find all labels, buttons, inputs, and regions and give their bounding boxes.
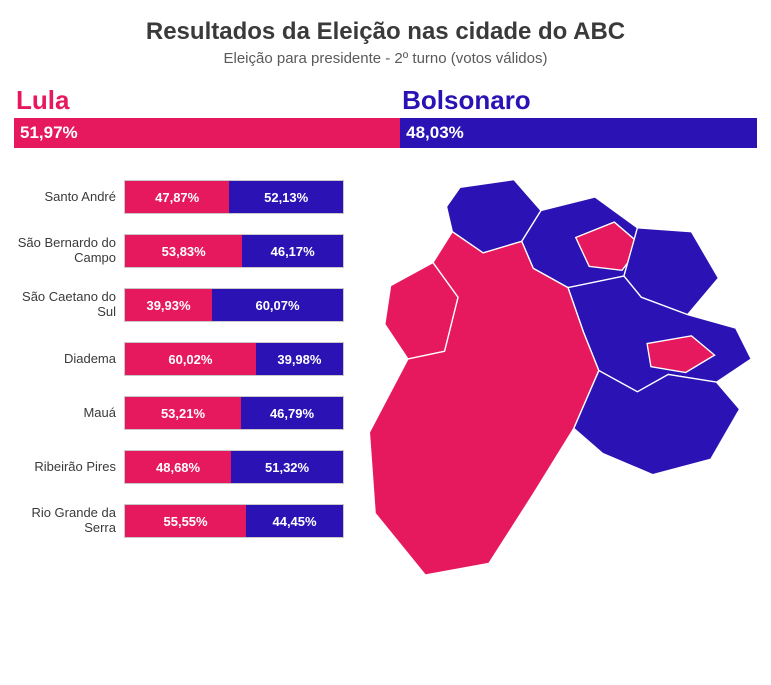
city-row: Santo André47,87%52,13% <box>14 170 344 224</box>
city-bar-bolsonaro: 44,45% <box>246 505 343 537</box>
city-bar-lula: 55,55% <box>125 505 246 537</box>
candidate-bolsonaro-name: Bolsonaro <box>400 85 757 116</box>
city-row: São Caetano do Sul39,93%60,07% <box>14 278 344 332</box>
total-bar-bolsonaro: 48,03% <box>400 118 757 148</box>
city-bar-bolsonaro: 39,98% <box>256 343 343 375</box>
city-row: Diadema60,02%39,98% <box>14 332 344 386</box>
city-bar: 47,87%52,13% <box>124 180 344 214</box>
city-bar: 53,21%46,79% <box>124 396 344 430</box>
city-label: São Caetano do Sul <box>14 290 124 320</box>
city-row: Rio Grande da Serra55,55%44,45% <box>14 494 344 548</box>
map-region-santo-andre-east <box>574 371 740 475</box>
city-bar-lula: 53,83% <box>125 235 242 267</box>
total-bar-lula: 51,97% <box>14 118 400 148</box>
city-bar-lula: 60,02% <box>125 343 256 375</box>
city-label: Diadema <box>14 352 124 367</box>
candidate-bolsonaro-col: Bolsonaro <box>400 85 757 118</box>
city-label: Mauá <box>14 406 124 421</box>
city-bar-lula: 53,21% <box>125 397 241 429</box>
chart-title: Resultados da Eleição nas cidade do ABC <box>14 18 757 46</box>
city-bar: 48,68%51,32% <box>124 450 344 484</box>
city-label: Ribeirão Pires <box>14 460 124 475</box>
chart-container: Resultados da Eleição nas cidade do ABC … <box>0 0 771 608</box>
map-svg <box>352 170 757 594</box>
city-row: Mauá53,21%46,79% <box>14 386 344 440</box>
city-bar-bolsonaro: 52,13% <box>229 181 343 213</box>
city-bar: 60,02%39,98% <box>124 342 344 376</box>
body: Santo André47,87%52,13%São Bernardo do C… <box>14 170 757 594</box>
city-row: Ribeirão Pires48,68%51,32% <box>14 440 344 494</box>
city-bar-lula: 48,68% <box>125 451 231 483</box>
city-label: São Bernardo do Campo <box>14 236 124 266</box>
candidate-lula-name: Lula <box>14 85 400 116</box>
candidates-row: Lula Bolsonaro <box>14 85 757 118</box>
city-bar: 55,55%44,45% <box>124 504 344 538</box>
total-bar: 51,97% 48,03% <box>14 118 757 148</box>
candidate-lula-col: Lula <box>14 85 400 118</box>
city-label: Santo André <box>14 190 124 205</box>
map <box>344 170 757 594</box>
city-bar: 53,83%46,17% <box>124 234 344 268</box>
city-bar-lula: 47,87% <box>125 181 229 213</box>
city-bar-bolsonaro: 51,32% <box>231 451 343 483</box>
city-rows: Santo André47,87%52,13%São Bernardo do C… <box>14 170 344 594</box>
city-label: Rio Grande da Serra <box>14 506 124 536</box>
city-bar-bolsonaro: 46,79% <box>241 397 343 429</box>
city-bar-lula: 39,93% <box>125 289 212 321</box>
city-bar-bolsonaro: 60,07% <box>212 289 343 321</box>
city-row: São Bernardo do Campo53,83%46,17% <box>14 224 344 278</box>
city-bar: 39,93%60,07% <box>124 288 344 322</box>
city-bar-bolsonaro: 46,17% <box>242 235 343 267</box>
chart-subtitle: Eleição para presidente - 2º turno (voto… <box>14 50 757 67</box>
